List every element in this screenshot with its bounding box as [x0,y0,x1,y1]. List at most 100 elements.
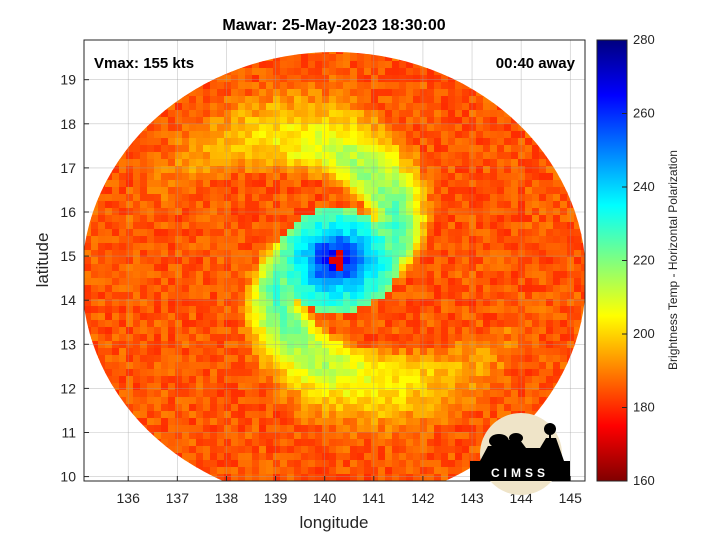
swath-cell [448,313,456,321]
swath-cell [147,397,155,405]
swath-cell [210,215,218,223]
swath-cell [532,180,540,188]
swath-cell [532,362,540,370]
swath-cell [441,432,449,440]
swath-cell [259,299,267,307]
swath-cell [329,89,337,97]
swath-cell [448,383,456,391]
swath-cell [329,355,337,363]
swath-cell [154,327,162,335]
swath-cell [231,418,239,426]
swath-cell [462,453,470,461]
swath-cell [175,124,183,132]
swath-cell [273,362,281,370]
swath-cell [294,474,302,481]
swath-cell [308,103,316,111]
swath-cell [567,299,575,307]
swath-cell [168,362,176,370]
swath-cell [245,152,253,160]
swath-cell [161,404,169,412]
swath-cell [378,89,386,97]
swath-cell [231,117,239,125]
swath-cell [280,362,288,370]
swath-cell [518,376,526,384]
swath-cell [441,390,449,398]
swath-cell [154,257,162,265]
swath-cell [126,166,134,174]
swath-cell [385,89,393,97]
swath-cell [168,411,176,419]
swath-cell [210,418,218,426]
swath-cell [322,425,330,433]
swath-cell [455,299,463,307]
swath-cell [147,306,155,314]
swath-cell [189,264,197,272]
swath-cell [357,404,365,412]
swath-cell [336,376,344,384]
swath-cell [357,453,365,461]
swath-cell [273,201,281,209]
swath-cell [448,222,456,230]
swath-cell [224,187,232,195]
swath-cell [287,124,295,132]
swath-cell [329,54,337,62]
swath-cell [336,362,344,370]
swath-cell [385,180,393,188]
swath-cell [252,348,260,356]
swath-cell [427,257,435,265]
swath-cell [105,341,113,349]
swath-cell [126,194,134,202]
swath-cell [420,250,428,258]
swath-cell [273,110,281,118]
swath-cell [238,89,246,97]
swath-cell [301,418,309,426]
swath-cell [168,320,176,328]
swath-cell [427,383,435,391]
swath-cell [427,460,435,468]
swath-cell [98,201,106,209]
swath-cell [273,278,281,286]
swath-cell [378,236,386,244]
swath-cell [504,243,512,251]
swath-cell [203,187,211,195]
swath-cell [441,96,449,104]
swath-cell [336,54,344,62]
swath-cell [245,68,253,76]
swath-cell [518,278,526,286]
swath-cell [378,250,386,258]
swath-cell [217,292,225,300]
swath-cell [413,313,421,321]
swath-cell [420,271,428,279]
colorbar-tick-label: 260 [633,106,655,121]
swath-cell [399,432,407,440]
swath-cell [378,355,386,363]
swath-cell [343,131,351,139]
swath-cell [168,145,176,153]
swath-cell [245,334,253,342]
swath-cell [133,187,141,195]
swath-cell [560,236,568,244]
swath-cell [245,439,253,447]
swath-cell [497,201,505,209]
swath-cell [525,299,533,307]
swath-cell [357,376,365,384]
swath-cell [546,285,554,293]
swath-cell [175,369,183,377]
swath-cell [112,320,120,328]
swath-cell [182,292,190,300]
swath-cell [210,201,218,209]
swath-cell [343,52,351,55]
swath-cell [343,460,351,468]
swath-cell [441,166,449,174]
swath-cell [490,327,498,335]
swath-cell [203,222,211,230]
swath-cell [105,215,113,223]
swath-cell [448,201,456,209]
swath-cell [91,299,99,307]
swath-cell [161,194,169,202]
swath-cell [112,271,120,279]
swath-cell [252,362,260,370]
swath-cell [469,236,477,244]
swath-cell [203,460,211,468]
swath-cell [175,250,183,258]
